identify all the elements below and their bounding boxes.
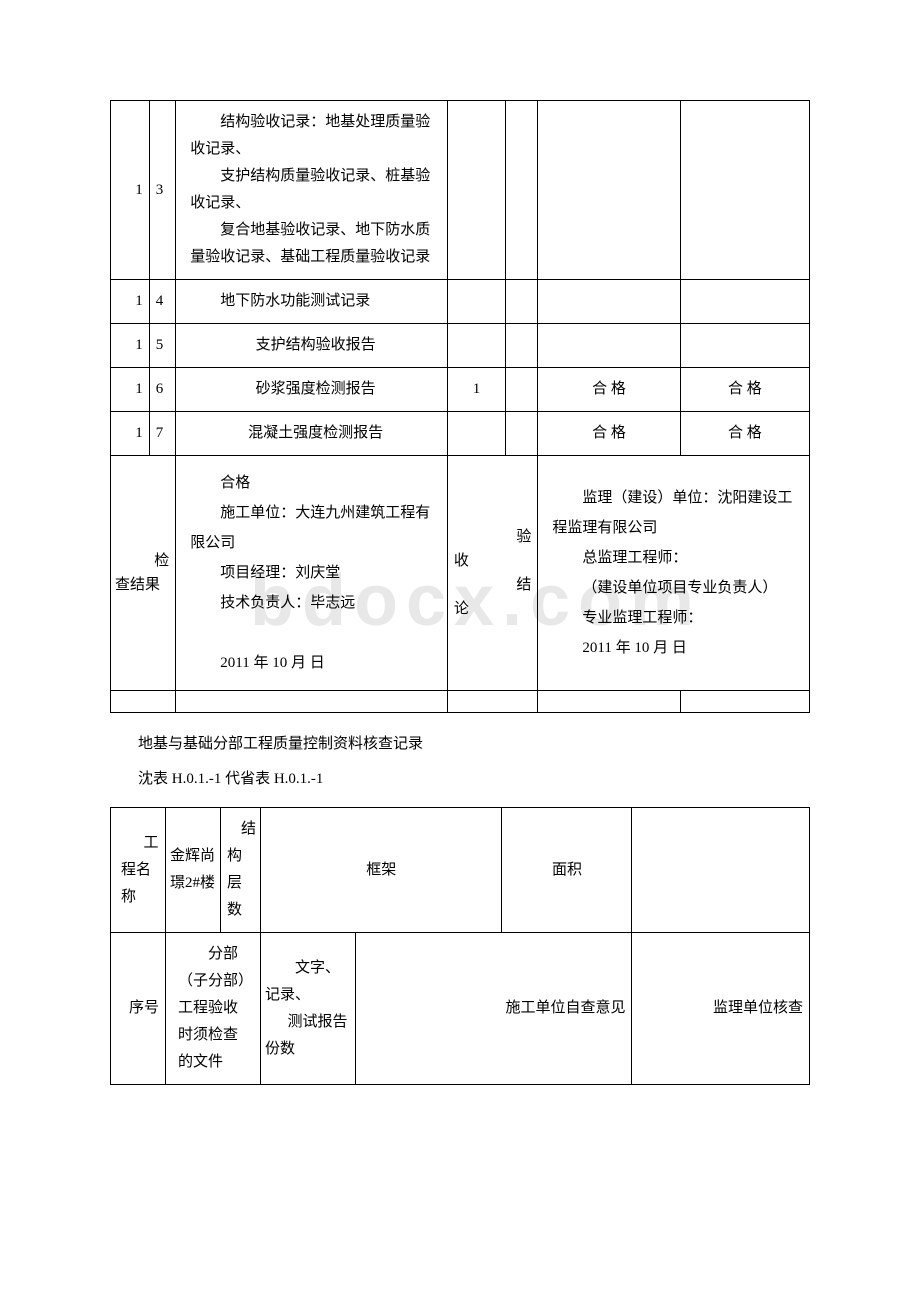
sig-right-content: 监理（建设）单位：沈阳建设工程监理有限公司 总监理工程师： （建设单位项目专业负… <box>538 456 810 691</box>
content-p1: 混凝土强度检测报告 <box>248 425 383 441</box>
col4 <box>447 412 505 456</box>
col6: 合 格 <box>538 368 680 412</box>
tbl2-h2: 金辉尚璟2#楼 <box>166 808 221 933</box>
content-cell: 混凝土强度检测报告 <box>176 412 448 456</box>
content-p1: 支护结构验收报告 <box>256 337 376 353</box>
col7 <box>680 280 809 324</box>
sig-mid-2: 收 <box>454 549 532 573</box>
col4 <box>447 280 505 324</box>
col6 <box>538 280 680 324</box>
col7: 合 格 <box>680 412 809 456</box>
col7 <box>680 324 809 368</box>
content-cell: 砂浆强度检测报告 <box>176 368 448 412</box>
sig-left-p1: 合格 <box>190 468 433 498</box>
empty-cell <box>680 691 809 713</box>
sig-mid-4: 论 <box>454 597 532 621</box>
col4 <box>447 101 505 280</box>
content-p2: 支护结构质量验收记录、桩基验收记录、 <box>190 163 441 217</box>
sig-mid-3: 结 <box>454 573 532 597</box>
col6 <box>538 101 680 280</box>
sig-mid-1: 验 <box>454 525 532 549</box>
col5 <box>506 101 538 280</box>
empty-cell <box>538 691 680 713</box>
empty-cell <box>111 691 176 713</box>
col5 <box>506 412 538 456</box>
content-p1: 结构验收记录：地基处理质量验收记录、 <box>190 109 441 163</box>
row-number-2: 4 <box>149 280 176 324</box>
sig-right-p2: 总监理工程师： <box>552 543 795 573</box>
row-number-2: 7 <box>149 412 176 456</box>
sig-left-label-1: 检 <box>115 549 169 573</box>
table-row: 1 6 砂浆强度检测报告 1 合 格 合 格 <box>111 368 810 412</box>
content-cell: 支护结构验收报告 <box>176 324 448 368</box>
content-p1: 地下防水功能测试记录 <box>190 288 441 315</box>
main-table-1: 1 3 结构验收记录：地基处理质量验收记录、 支护结构质量验收记录、桩基验收记录… <box>110 100 810 713</box>
sig-right-p3: （建设单位项目专业负责人） <box>552 573 795 603</box>
tbl2-r2c3-2: 测试报告份数 <box>265 1009 351 1063</box>
col7 <box>680 101 809 280</box>
sig-left-label: 检 查结果 <box>111 456 176 691</box>
content-cell: 结构验收记录：地基处理质量验收记录、 支护结构质量验收记录、桩基验收记录、 复合… <box>176 101 448 280</box>
col4: 1 <box>447 368 505 412</box>
row-number-1: 1 <box>111 368 150 412</box>
row-number-1: 1 <box>111 412 150 456</box>
row-number-1: 1 <box>111 324 150 368</box>
row-number-1: 1 <box>111 101 150 280</box>
content-p1: 砂浆强度检测报告 <box>256 381 376 397</box>
sig-right-date: 2011 年 10 月 日 <box>552 633 795 663</box>
sig-left-p2: 施工单位：大连九州建筑工程有限公司 <box>190 498 433 558</box>
row-number-1: 1 <box>111 280 150 324</box>
sig-left-content: 合格 施工单位：大连九州建筑工程有限公司 项目经理：刘庆堂 技术负责人：毕志远 … <box>176 456 448 691</box>
section2-subtitle: 沈表 H.0.1.-1 代省表 H.0.1.-1 <box>138 766 810 793</box>
col4 <box>447 324 505 368</box>
tbl2-r2c5: 监理单位核查 <box>632 933 810 1085</box>
sig-left-p4: 技术负责人：毕志远 <box>190 588 433 618</box>
table2-row2: 序号 分部（子分部）工程验收时须检查的文件 文字、记录、 测试报告份数 施工单位… <box>111 933 810 1085</box>
table-row: 1 3 结构验收记录：地基处理质量验收记录、 支护结构质量验收记录、桩基验收记录… <box>111 101 810 280</box>
sig-left-p3: 项目经理：刘庆堂 <box>190 558 433 588</box>
tbl2-h3-1: 结 <box>227 816 256 843</box>
table2-header-row: 工程名称 金辉尚璟2#楼 结 构层数 框架 面积 <box>111 808 810 933</box>
tbl2-h3: 结 构层数 <box>221 808 261 933</box>
tbl2-h4: 框架 <box>261 808 502 933</box>
sig-left-date: 2011 年 10 月 日 <box>190 648 433 678</box>
table-row: 1 7 混凝土强度检测报告 合 格 合 格 <box>111 412 810 456</box>
sig-right-p4: 专业监理工程师： <box>552 603 795 633</box>
tbl2-r2c3: 文字、记录、 测试报告份数 <box>261 933 356 1085</box>
col5 <box>506 324 538 368</box>
tbl2-r2c2: 分部（子分部）工程验收时须检查的文件 <box>166 933 261 1085</box>
tbl2-h5: 面积 <box>502 808 632 933</box>
col5 <box>506 280 538 324</box>
empty-row <box>111 691 810 713</box>
main-table-2: 工程名称 金辉尚璟2#楼 结 构层数 框架 面积 序号 分部（子分部）工程验收时… <box>110 807 810 1085</box>
col6: 合 格 <box>538 412 680 456</box>
section2-title: 地基与基础分部工程质量控制资料核查记录 <box>138 731 810 758</box>
empty-cell <box>447 691 538 713</box>
sig-left-label-2: 查结果 <box>115 577 160 593</box>
tbl2-h6 <box>632 808 810 933</box>
tbl2-h3-2: 构层数 <box>227 843 256 924</box>
table-row: 1 4 地下防水功能测试记录 <box>111 280 810 324</box>
row-number-2: 6 <box>149 368 176 412</box>
sig-right-p1: 监理（建设）单位：沈阳建设工程监理有限公司 <box>552 483 795 543</box>
col5 <box>506 368 538 412</box>
col7: 合 格 <box>680 368 809 412</box>
tbl2-h1: 工程名称 <box>111 808 166 933</box>
content-p3: 复合地基验收记录、地下防水质量验收记录、基础工程质量验收记录 <box>190 217 441 271</box>
tbl2-r2c4: 施工单位自查意见 <box>356 933 632 1085</box>
empty-cell <box>176 691 448 713</box>
row-number-2: 5 <box>149 324 176 368</box>
col6 <box>538 324 680 368</box>
sig-mid-label: 验 收 结 论 <box>447 456 538 691</box>
content-cell: 地下防水功能测试记录 <box>176 280 448 324</box>
table-row: 1 5 支护结构验收报告 <box>111 324 810 368</box>
row-number-2: 3 <box>149 101 176 280</box>
signature-row: 检 查结果 合格 施工单位：大连九州建筑工程有限公司 项目经理：刘庆堂 技术负责… <box>111 456 810 691</box>
tbl2-r2c1: 序号 <box>111 933 166 1085</box>
tbl2-r2c3-1: 文字、记录、 <box>265 955 351 1009</box>
